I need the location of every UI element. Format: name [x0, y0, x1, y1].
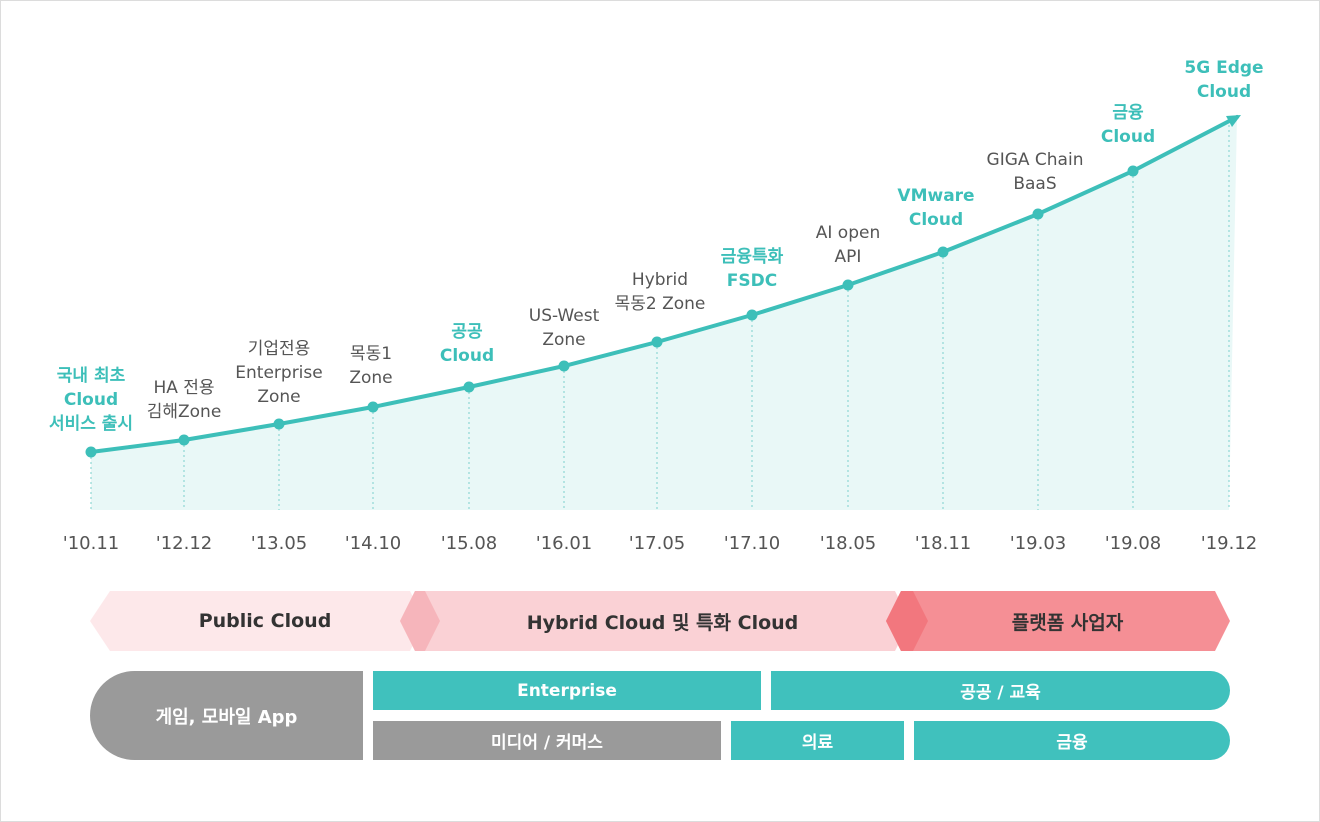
- x-tick-label: '17.10: [723, 533, 781, 554]
- milestone-point: [178, 434, 190, 446]
- segment-enterprise: Enterprise: [373, 671, 761, 710]
- x-tick-label: '19.03: [1009, 533, 1067, 554]
- milestone-point: [1127, 165, 1139, 177]
- x-tick-label: '19.12: [1200, 533, 1258, 554]
- x-tick-label: '17.05: [628, 533, 686, 554]
- segment-game-mobile: 게임, 모바일 App: [90, 671, 363, 760]
- phase-hybrid-label: Hybrid Cloud 및 특화 Cloud: [526, 611, 799, 634]
- milestone-label: VMware Cloud: [897, 186, 975, 230]
- segment-media-commerce: 미디어 / 커머스: [373, 721, 721, 760]
- x-tick-label: '15.08: [440, 533, 498, 554]
- milestone-label: HA 전용 김해Zone: [146, 378, 222, 422]
- x-tick-label: '13.05: [250, 533, 308, 554]
- phase-public-arrow: [90, 591, 425, 651]
- arrow-head-icon: [1226, 115, 1241, 127]
- milestone-point: [1032, 208, 1044, 220]
- milestone-point: [746, 309, 758, 321]
- segment-public-education: 공공 / 교육: [771, 671, 1230, 710]
- milestone-label: Hybrid 목동2 Zone: [614, 270, 706, 314]
- milestone-label: 금융 Cloud: [1100, 103, 1156, 147]
- x-tick-label: '12.12: [155, 533, 213, 554]
- x-tick-label: '10.11: [62, 533, 120, 554]
- milestone-point: [367, 401, 379, 413]
- milestone-label: 국내 최초 Cloud 서비스 출시: [48, 366, 134, 434]
- phase-public-label: Public Cloud: [198, 610, 332, 632]
- phase-platform-label: 플랫폼 사업자: [1011, 611, 1124, 634]
- milestone-point: [463, 381, 475, 393]
- phase-divider-2: [886, 591, 928, 651]
- x-tick-label: '18.11: [914, 533, 972, 554]
- milestone-point: [937, 246, 949, 258]
- milestone-label: 5G Edge Cloud: [1184, 58, 1264, 102]
- milestone-point: [273, 418, 285, 430]
- x-tick-label: '16.01: [535, 533, 593, 554]
- milestone-label: 금융특화 FSDC: [720, 247, 784, 291]
- milestone-label: 기업전용 Enterprise Zone: [235, 339, 323, 407]
- milestone-label: US-West Zone: [528, 306, 600, 350]
- milestone-point: [85, 446, 97, 458]
- segment-medical: 의료: [731, 721, 904, 760]
- phase-divider-1: [400, 591, 440, 651]
- milestone-label: 공공 Cloud: [439, 322, 495, 366]
- area-fill: [91, 117, 1237, 510]
- x-tick-label: '14.10: [344, 533, 402, 554]
- milestone-label: AI open API: [815, 223, 881, 267]
- x-tick-label: '18.05: [819, 533, 877, 554]
- milestone-point: [651, 336, 663, 348]
- phase-platform-arrow: [886, 591, 1230, 651]
- milestone-point: [558, 360, 570, 372]
- phase-hybrid-arrow: [400, 591, 910, 651]
- milestone-label: GIGA Chain BaaS: [986, 150, 1084, 194]
- milestone-point: [842, 279, 854, 291]
- x-tick-label: '19.08: [1104, 533, 1162, 554]
- milestone-label: 목동1 Zone: [349, 344, 393, 388]
- segment-finance: 금융: [914, 721, 1230, 760]
